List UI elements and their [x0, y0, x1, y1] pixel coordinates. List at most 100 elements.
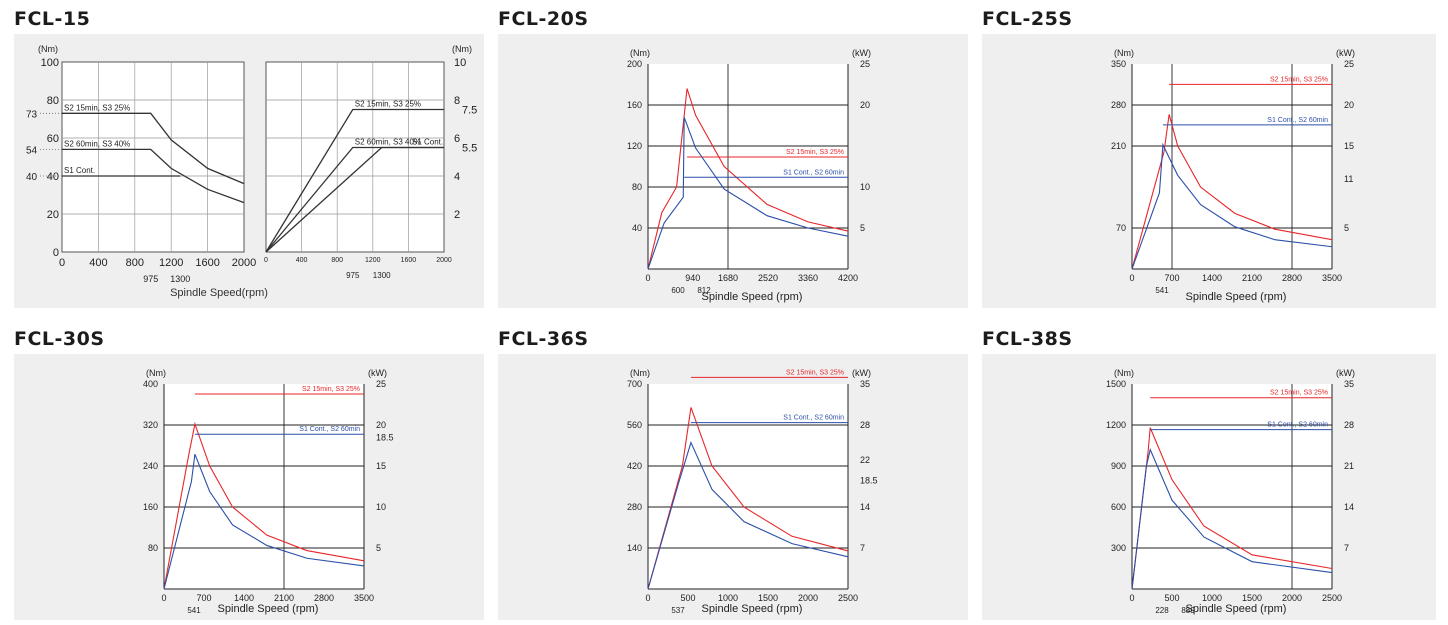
- x-mark-label: 889: [1181, 606, 1195, 615]
- y-tick-label: 60: [47, 133, 59, 145]
- y-tick-label: 420: [627, 461, 642, 471]
- series-label: S1 Cont., S2 60min: [1267, 422, 1328, 429]
- series-line: [265, 146, 444, 253]
- x-tick-label: 2000: [436, 257, 452, 264]
- plot-area: [61, 61, 245, 253]
- x-tick-label: 2100: [274, 593, 294, 603]
- plot-area: [265, 61, 445, 253]
- y2-tick-label: 18.5: [376, 432, 394, 442]
- series-label: S2 60min, S3 40%: [64, 139, 130, 148]
- chart-title: FCL-25S: [982, 8, 1073, 30]
- y2-tick-label: 18.5: [860, 476, 878, 486]
- y2-unit-label: (kW): [852, 368, 871, 378]
- y-tick-label: 100: [41, 57, 59, 69]
- series-line: [163, 454, 365, 590]
- series-line: [1131, 427, 1333, 590]
- y-mark-label: 7.5: [462, 105, 477, 117]
- series-label: S2 15min, S3 25%: [1270, 76, 1328, 83]
- y-tick-label: 40: [47, 171, 59, 183]
- x-tick-label: 0: [1129, 593, 1134, 603]
- y-unit-label: (Nm): [38, 44, 58, 54]
- plot-area: [648, 64, 848, 269]
- y-tick-label: 560: [627, 420, 642, 430]
- x-tick-label: 0: [59, 257, 65, 269]
- y-tick-label: 900: [1111, 461, 1126, 471]
- y-tick-label: 200: [627, 59, 642, 69]
- series-label: S1 Cont., S2 60min: [299, 426, 360, 433]
- chart-svg: 140 280 420 560 700 7 14 18.5 22 28 35 0 500 1000 1500…: [627, 368, 878, 615]
- chart-svg: 80 160 240 320 400 5 10 15 18.5 20 25 0 700 1400 2100 2…: [143, 368, 394, 615]
- x-tick-label: 1680: [718, 273, 738, 283]
- y2-tick-label: 8: [454, 95, 460, 107]
- x-tick-label: 1600: [195, 257, 219, 269]
- series-label: S1 Cont., S2 60min: [1267, 117, 1328, 124]
- y2-tick-label: 20: [860, 100, 870, 110]
- chart-title: FCL-36S: [498, 328, 589, 350]
- chart-title: FCL-15: [14, 8, 91, 30]
- x-tick-label: 4200: [838, 273, 858, 283]
- y2-tick-label: 6: [454, 133, 460, 145]
- y2-tick-label: 5: [1344, 223, 1349, 233]
- series-label: S1 Cont.: [412, 138, 443, 147]
- x-axis-title: Spindle Speed(rpm): [170, 287, 268, 299]
- x-mark-label: 975: [346, 271, 360, 280]
- y-mark-label: 54: [26, 145, 38, 156]
- y2-tick-label: 7: [1344, 543, 1349, 553]
- x-tick-label: 400: [296, 257, 308, 264]
- x-tick-label: 800: [126, 257, 144, 269]
- chart-svg: 70 210 280 350 5 11 15 20 25 0 700 1400 2100 2800 3500…: [1111, 48, 1355, 303]
- y2-tick-label: 10: [860, 182, 870, 192]
- series-line: [62, 112, 245, 185]
- x-tick-label: 2000: [798, 593, 818, 603]
- x-tick-label: 0: [161, 593, 166, 603]
- series-label: S1 Cont., S2 60min: [783, 169, 844, 176]
- series-label: S2 60min, S3 40%: [355, 138, 421, 147]
- chart-panel: 40 80 120 160 200 5 10 20 25 0 940 1680 2520 3360 4200…: [498, 34, 968, 308]
- y2-tick-label: 2: [454, 209, 460, 221]
- x-tick-label: 1200: [159, 257, 183, 269]
- x-tick-label: 0: [264, 257, 268, 264]
- y2-tick-label: 4: [454, 171, 460, 183]
- series-label: S2 15min, S3 25%: [1270, 390, 1328, 397]
- x-mark-label: 600: [671, 286, 685, 295]
- x-mark-label: 975: [143, 274, 158, 284]
- y2-tick-label: 35: [860, 379, 870, 389]
- y2-tick-label: 25: [1344, 59, 1354, 69]
- x-tick-label: 2500: [838, 593, 858, 603]
- series-line: [647, 441, 849, 590]
- x-tick-label: 1400: [234, 593, 254, 603]
- y-mark-label: 40: [26, 172, 38, 183]
- x-tick-label: 1400: [1202, 273, 1222, 283]
- chart-panel: 70 210 280 350 5 11 15 20 25 0 700 1400 2100 2800 3500…: [982, 34, 1436, 308]
- y-unit-label: (Nm): [452, 44, 472, 54]
- y2-unit-label: (kW): [1336, 48, 1355, 58]
- x-tick-label: 2800: [314, 593, 334, 603]
- series-label: S2 15min, S3 25%: [786, 149, 844, 156]
- plot-area: [1132, 384, 1332, 589]
- x-tick-label: 400: [89, 257, 107, 269]
- x-tick-label: 2000: [232, 257, 256, 269]
- x-tick-label: 700: [196, 593, 211, 603]
- x-tick-label: 800: [331, 257, 343, 264]
- x-tick-label: 2100: [1242, 273, 1262, 283]
- y-tick-label: 300: [1111, 543, 1126, 553]
- chart-panel: 80 160 240 320 400 5 10 15 18.5 20 25 0 700 1400 2100 2…: [14, 354, 484, 620]
- y-tick-label: 80: [632, 182, 642, 192]
- chart-panel: 300 600 900 1200 1500 7 14 21 28 35 0 500 1000 1500 20…: [982, 354, 1436, 620]
- y2-unit-label: (kW): [852, 48, 871, 58]
- y2-unit-label: (kW): [368, 368, 387, 378]
- chart-panel: 140 280 420 560 700 7 14 18.5 22 28 35 0 500 1000 1500…: [498, 354, 968, 620]
- x-axis-title: Spindle Speed (rpm): [1186, 291, 1287, 303]
- x-tick-label: 2520: [758, 273, 778, 283]
- x-mark-label: 1300: [170, 274, 190, 284]
- series-label: S2 15min, S3 25%: [302, 386, 360, 393]
- x-tick-label: 2500: [1322, 593, 1342, 603]
- y-tick-label: 210: [1111, 141, 1126, 151]
- x-axis-title: Spindle Speed (rpm): [702, 291, 803, 303]
- series-label: S2 15min, S3 25%: [355, 100, 421, 109]
- y2-tick-label: 14: [1344, 502, 1354, 512]
- y-tick-label: 1200: [1106, 420, 1126, 430]
- y2-tick-label: 20: [1344, 100, 1354, 110]
- y2-tick-label: 10: [376, 502, 386, 512]
- series-line: [163, 421, 365, 590]
